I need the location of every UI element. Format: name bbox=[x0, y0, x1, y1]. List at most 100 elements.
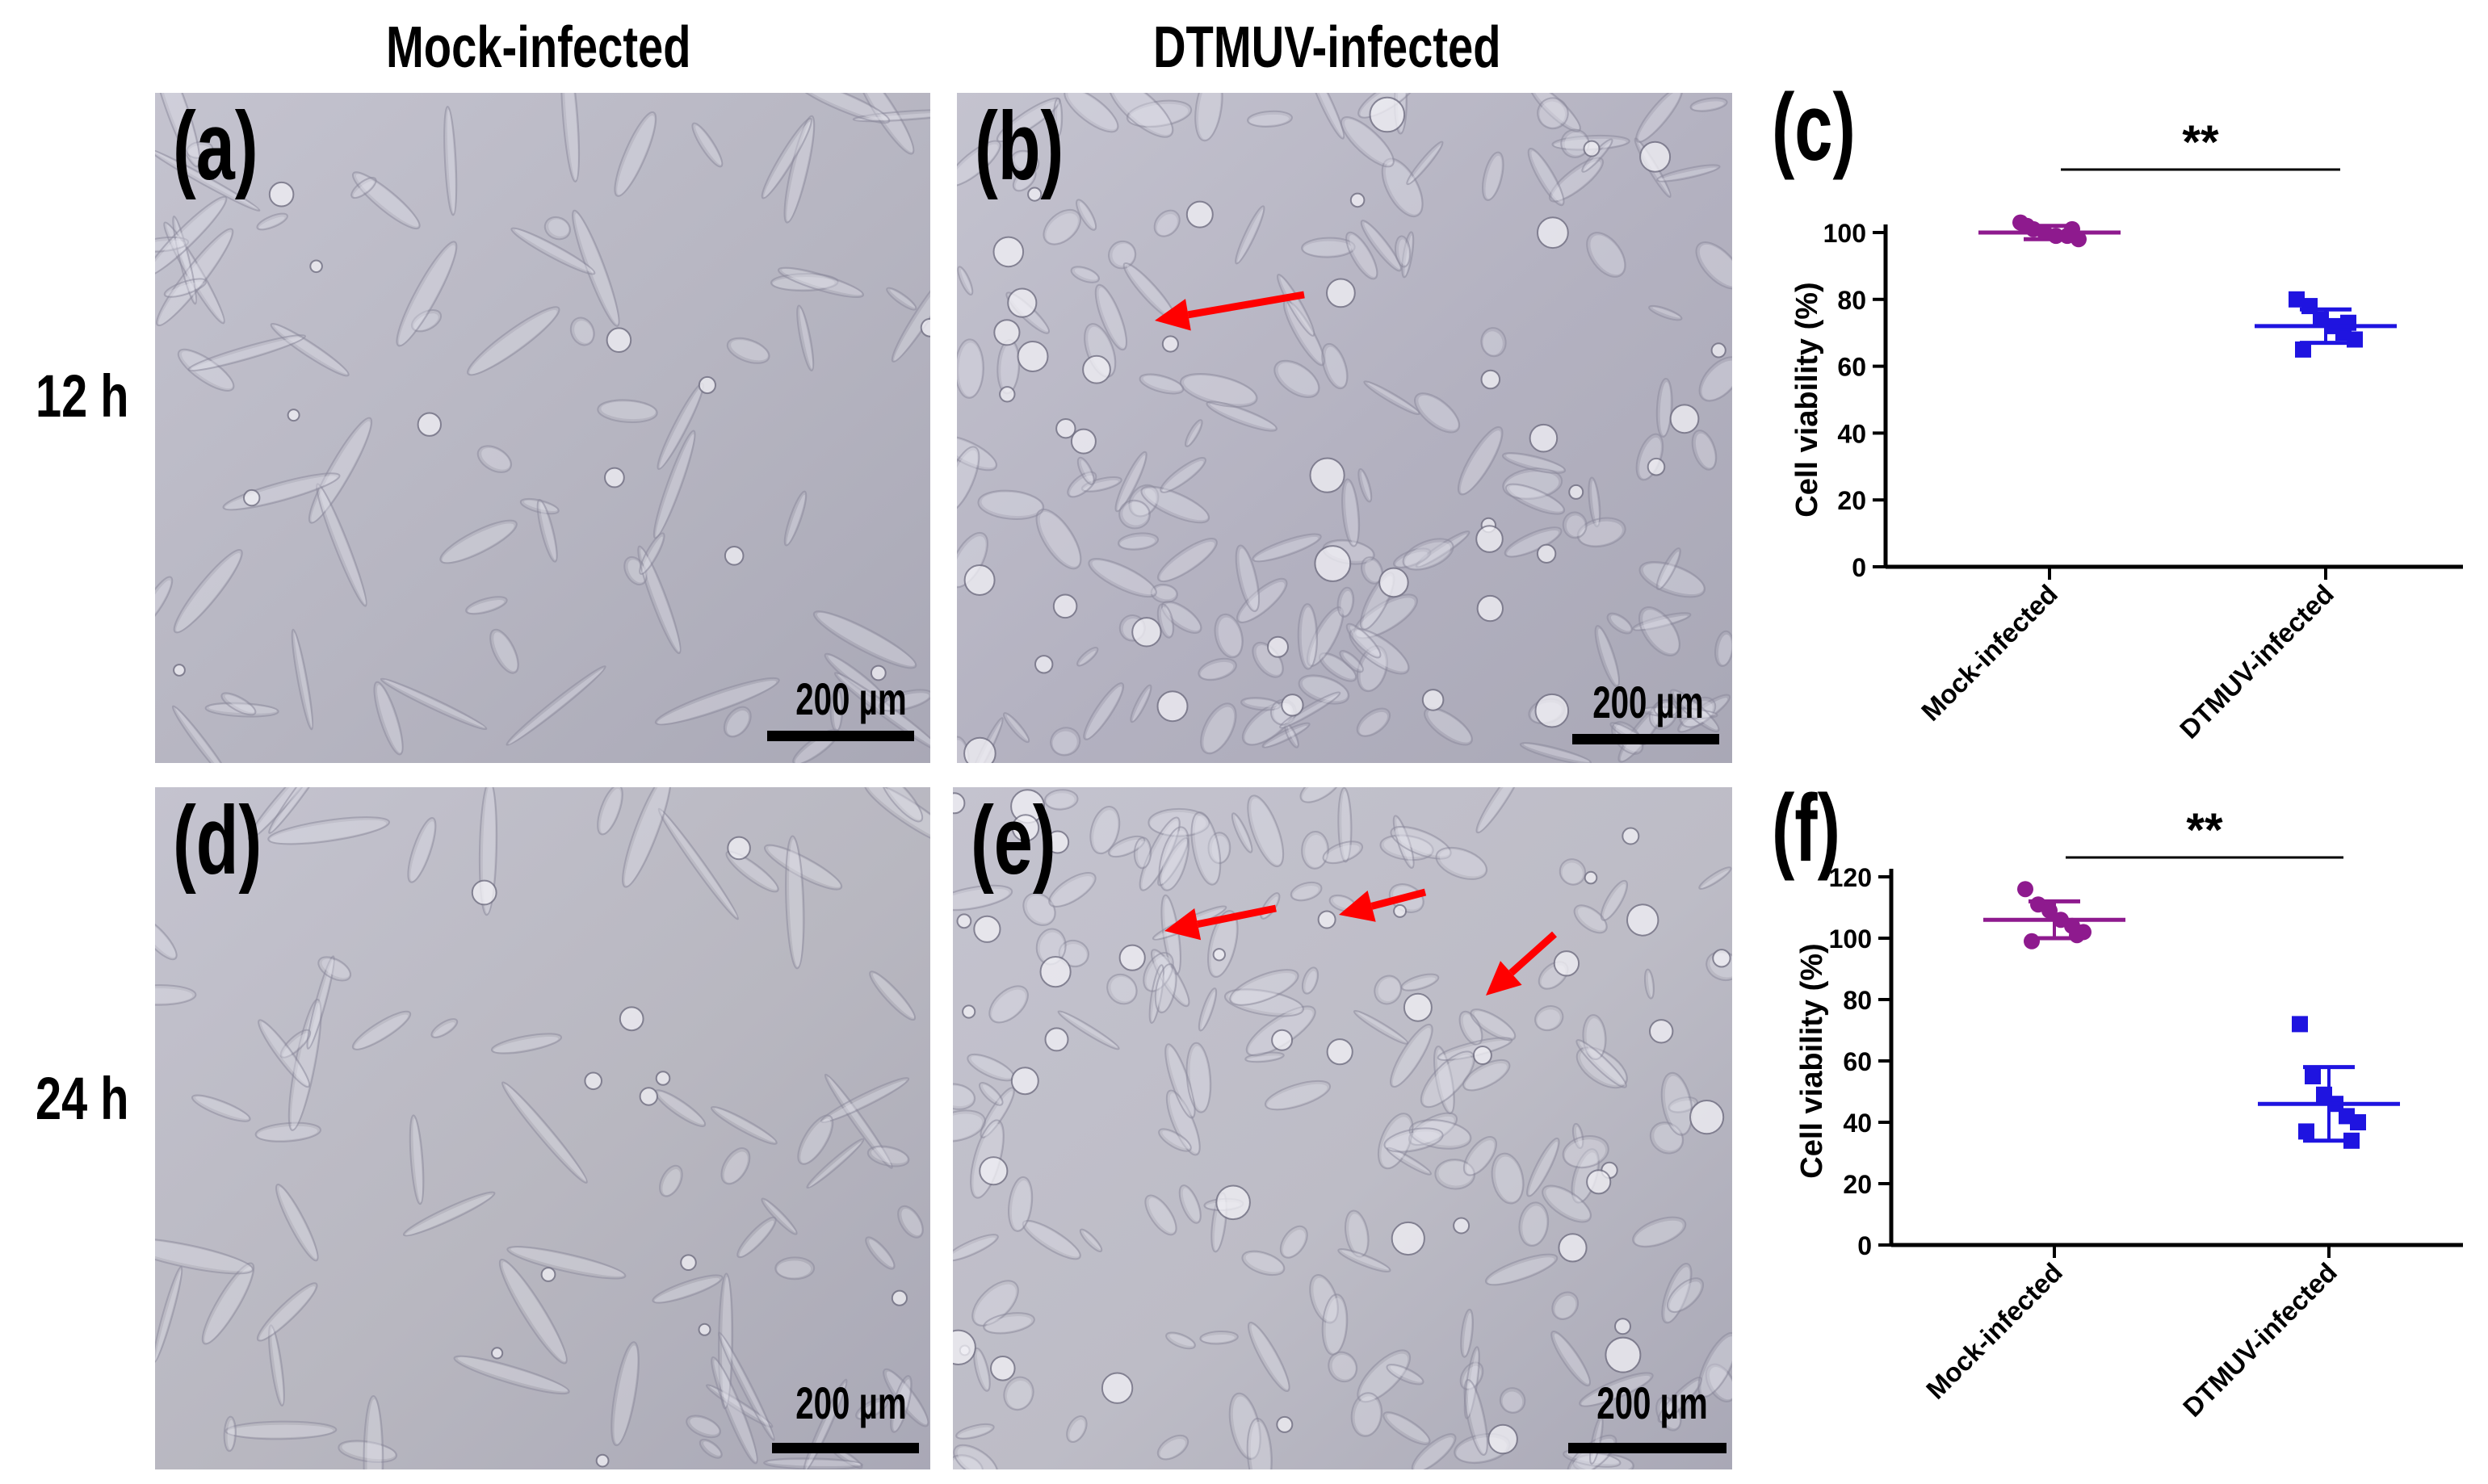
cell bbox=[774, 1256, 816, 1281]
cell bbox=[569, 317, 595, 346]
cell bbox=[1573, 904, 1608, 934]
cell bbox=[1499, 1387, 1526, 1414]
micrograph-background bbox=[953, 787, 1732, 1469]
rounded-cell bbox=[1349, 192, 1366, 208]
cell bbox=[1668, 1096, 1699, 1113]
rounded-cell bbox=[1584, 870, 1598, 885]
rounded-cell bbox=[1480, 369, 1501, 390]
cell bbox=[1559, 858, 1587, 886]
cell bbox=[1164, 1043, 1196, 1119]
cell bbox=[1655, 547, 1681, 590]
cell bbox=[957, 435, 998, 472]
rounded-cell bbox=[1487, 1423, 1518, 1455]
cell bbox=[1297, 603, 1319, 670]
cell bbox=[637, 545, 682, 655]
cell bbox=[1579, 1372, 1654, 1407]
cell bbox=[1306, 606, 1345, 667]
cell bbox=[1043, 208, 1081, 245]
cell bbox=[1340, 116, 1395, 168]
rounded-cell bbox=[1476, 594, 1504, 623]
rounded-cell bbox=[1403, 992, 1433, 1022]
rounded-cell bbox=[698, 1323, 711, 1336]
rounded-cell bbox=[1034, 655, 1054, 674]
rounded-cell bbox=[1568, 484, 1584, 500]
data-point bbox=[2350, 1114, 2366, 1130]
cell bbox=[1361, 556, 1383, 585]
cell bbox=[610, 1341, 640, 1447]
rounded-cell bbox=[999, 386, 1016, 403]
red-arrow-head bbox=[1164, 908, 1202, 941]
data-point bbox=[2292, 1016, 2308, 1033]
rounded-cell bbox=[540, 1267, 556, 1282]
cell bbox=[1088, 558, 1157, 598]
cell bbox=[155, 984, 197, 1006]
cell bbox=[686, 1415, 721, 1439]
cell bbox=[489, 628, 519, 674]
cell bbox=[639, 532, 665, 575]
cell bbox=[1012, 167, 1037, 192]
data-point bbox=[2064, 220, 2080, 237]
rounded-cell bbox=[1669, 404, 1700, 434]
cell bbox=[1698, 356, 1732, 402]
cell bbox=[1382, 1411, 1431, 1445]
rounded-cell bbox=[1453, 1217, 1471, 1235]
rounded-cell bbox=[1017, 341, 1049, 372]
rounded-cell bbox=[604, 467, 625, 488]
rounded-cell bbox=[1271, 1029, 1294, 1051]
rounded-cell bbox=[606, 327, 632, 354]
data-point bbox=[2298, 1123, 2314, 1140]
cell bbox=[1643, 968, 1655, 1000]
cell bbox=[1638, 606, 1681, 656]
cell bbox=[220, 692, 257, 716]
cell bbox=[156, 228, 234, 327]
cell bbox=[812, 610, 917, 669]
rounded-cell bbox=[584, 1071, 603, 1091]
cell bbox=[1106, 973, 1138, 1005]
red-arrow-shaft bbox=[1187, 291, 1305, 319]
cell bbox=[1240, 697, 1282, 711]
cell bbox=[1079, 1228, 1103, 1252]
cell bbox=[1381, 157, 1424, 217]
cell bbox=[1277, 274, 1315, 337]
cell bbox=[163, 278, 208, 298]
scale-bar-label: 200 µm bbox=[1596, 1377, 1708, 1428]
cell bbox=[1156, 1434, 1189, 1461]
cell bbox=[1501, 452, 1567, 474]
cell bbox=[953, 1083, 976, 1110]
cell bbox=[155, 1265, 183, 1364]
rounded-cell bbox=[287, 409, 300, 422]
cell bbox=[1482, 151, 1504, 201]
cell bbox=[1526, 1137, 1560, 1197]
cell bbox=[1632, 612, 1692, 631]
scale-bar-label: 200 µm bbox=[795, 673, 907, 724]
rounded-cell bbox=[1055, 418, 1076, 439]
scale-bar bbox=[767, 731, 914, 741]
cell bbox=[1198, 987, 1218, 1032]
rounded-cell bbox=[956, 913, 972, 929]
cell bbox=[1321, 342, 1349, 390]
cell bbox=[1229, 969, 1299, 1006]
y-tick-label: 120 bbox=[1829, 863, 1872, 892]
y-tick-label: 100 bbox=[1823, 219, 1866, 248]
rounded-cell bbox=[491, 1347, 504, 1360]
cell bbox=[1241, 1250, 1286, 1276]
cell bbox=[852, 109, 930, 123]
rounded-cell bbox=[992, 236, 1025, 268]
panel-letter: (d) bbox=[173, 787, 262, 895]
cell bbox=[659, 1164, 683, 1197]
rounded-cell bbox=[1101, 1372, 1134, 1404]
cell bbox=[761, 117, 812, 199]
rounded-cell bbox=[1647, 457, 1666, 476]
cell bbox=[1185, 1042, 1212, 1113]
cell bbox=[409, 1114, 425, 1205]
rounded-cell bbox=[1215, 1184, 1251, 1221]
cell bbox=[614, 111, 657, 197]
cell bbox=[824, 1073, 893, 1169]
red-arrow-head bbox=[1486, 961, 1522, 996]
cell bbox=[778, 266, 864, 299]
cell bbox=[267, 816, 390, 845]
cell bbox=[1165, 1089, 1201, 1156]
cell bbox=[1462, 1059, 1511, 1092]
cell bbox=[223, 1415, 237, 1453]
cell bbox=[501, 1081, 588, 1184]
